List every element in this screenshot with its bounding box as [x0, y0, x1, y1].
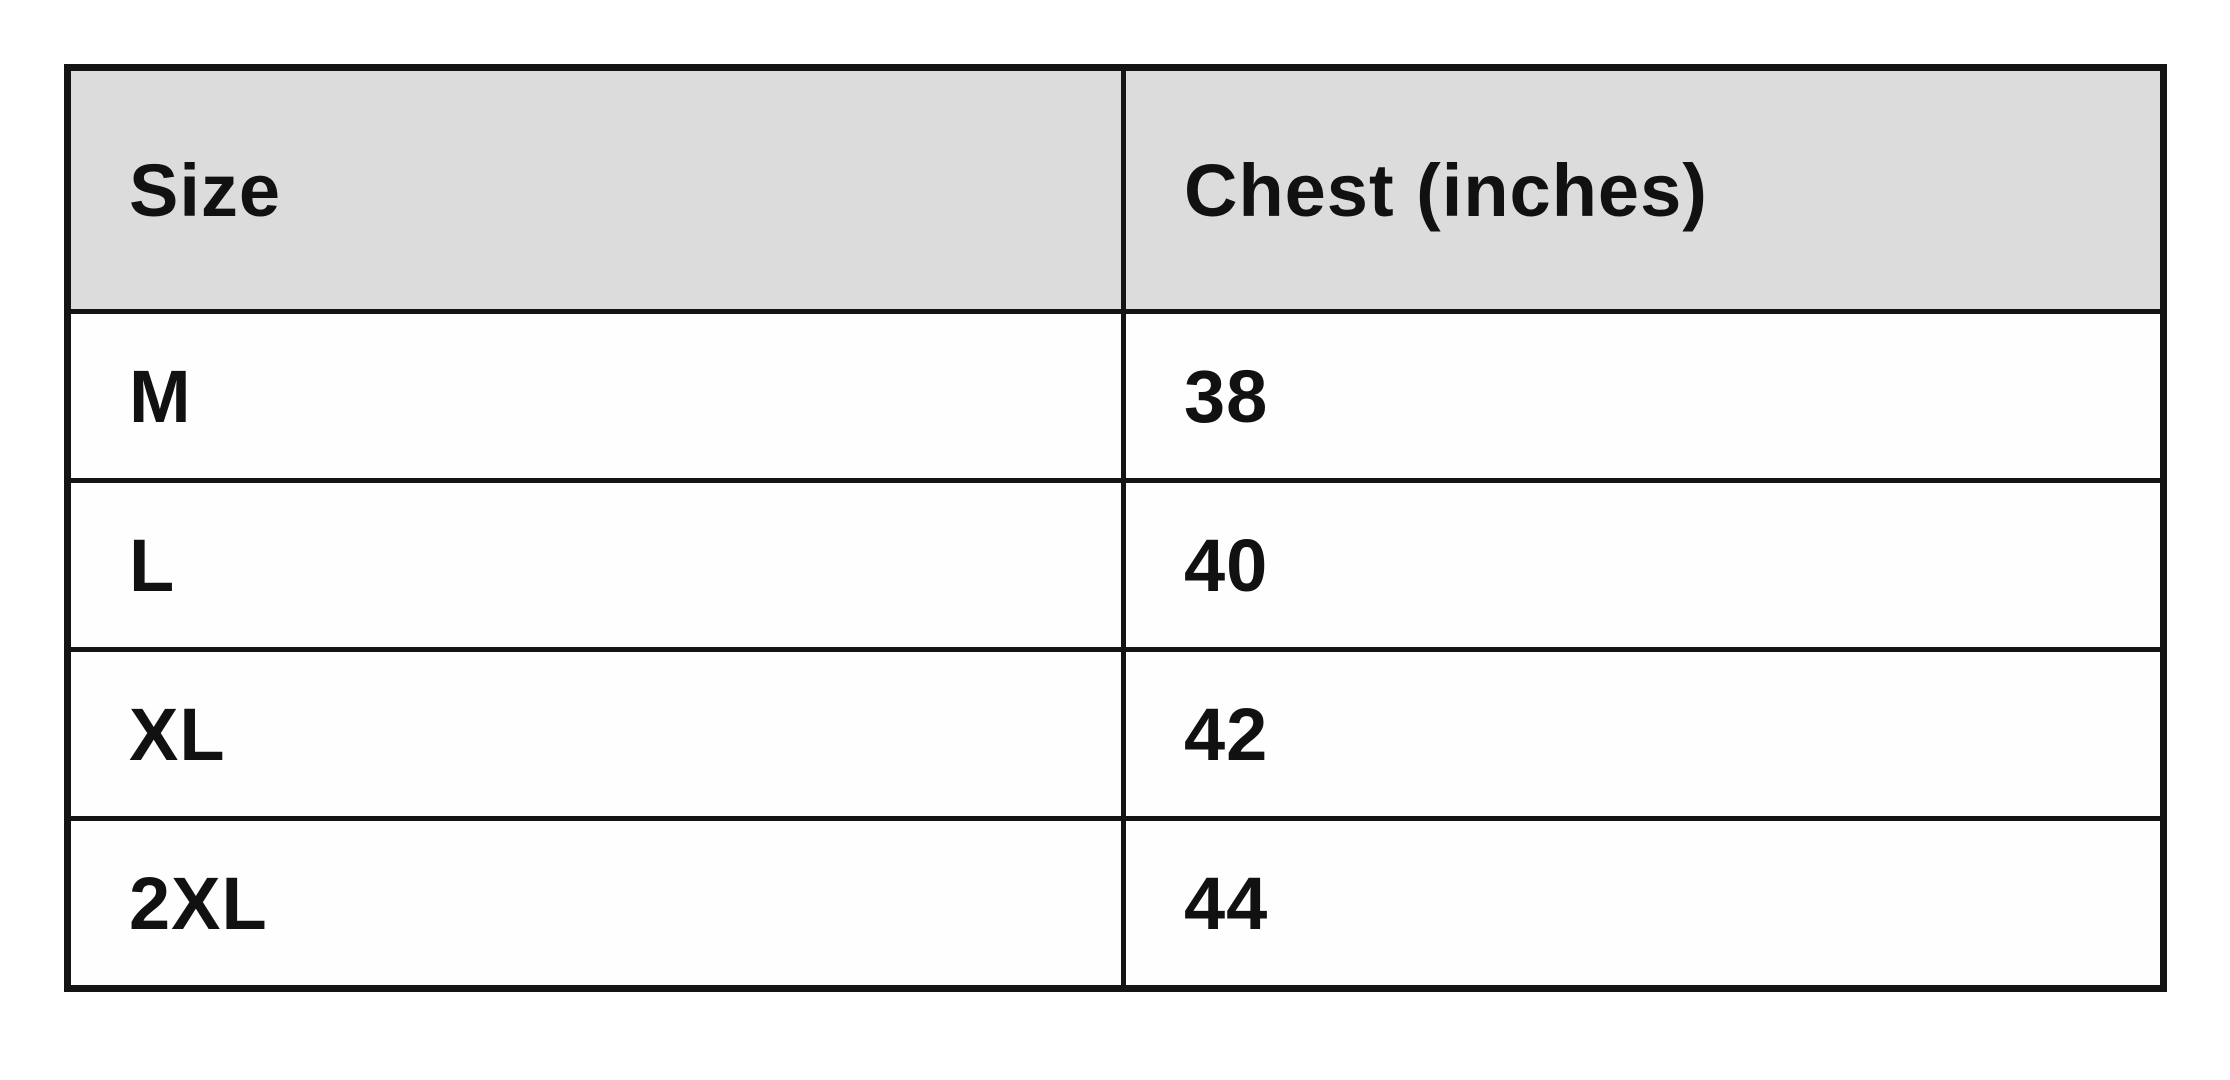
table-row: 2XL 44	[65, 816, 2166, 991]
header-row: Size Chest (inches)	[65, 65, 2166, 314]
size-chart: Size Chest (inches) M 38 L 40 XL 42 2XL 44	[64, 64, 2167, 992]
size-cell: 2XL	[65, 816, 1126, 991]
table-row: L 40	[65, 478, 2166, 652]
chest-cell: 44	[1121, 816, 2166, 991]
column-header-chest: Chest (inches)	[1121, 65, 2166, 314]
chest-cell: 42	[1121, 647, 2166, 821]
size-cell: XL	[65, 647, 1126, 821]
table-row: XL 42	[65, 647, 2166, 821]
chest-cell: 40	[1121, 478, 2166, 652]
size-table-body: M 38 L 40 XL 42 2XL 44	[65, 309, 2166, 991]
size-cell: M	[65, 309, 1126, 483]
chest-cell: 38	[1121, 309, 2166, 483]
size-chart-header: Size Chest (inches)	[65, 65, 2166, 314]
size-chart-table: Size Chest (inches) M 38 L 40 XL 42 2XL 44	[64, 64, 2167, 992]
column-header-size: Size	[65, 65, 1126, 314]
table-row: M 38	[65, 309, 2166, 483]
size-cell: L	[65, 478, 1126, 652]
